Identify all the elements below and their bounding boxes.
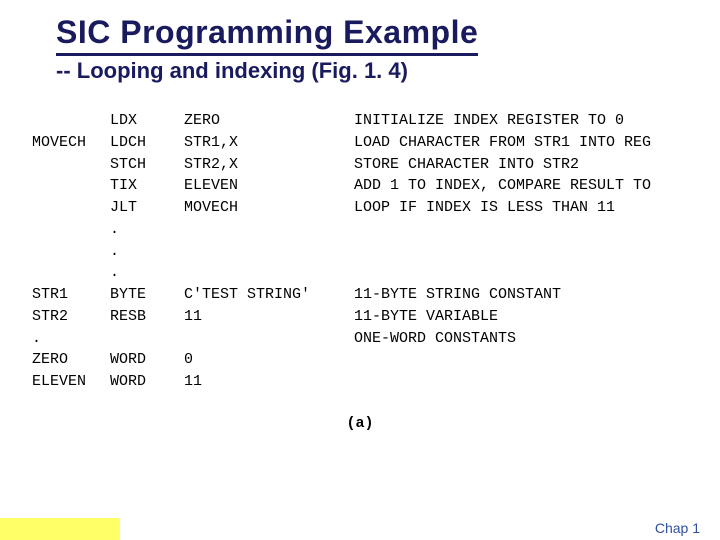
code-operand: MOVECH [184,197,354,219]
chapter-label: Chap 1 [655,520,700,536]
code-comment [354,219,720,241]
code-row: STCH STR2,X STORE CHARACTER INTO STR2 [32,154,720,176]
code-label [32,175,110,197]
code-row: . [32,219,720,241]
code-operand: C'TEST STRING' [184,284,354,306]
code-row: STR1 BYTE C'TEST STRING' 11-BYTE STRING … [32,284,720,306]
code-row: STR2 RESB 11 11-BYTE VARIABLE [32,306,720,328]
code-row: JLT MOVECH LOOP IF INDEX IS LESS THAN 11 [32,197,720,219]
code-row: LDX ZERO INITIALIZE INDEX REGISTER TO 0 [32,110,720,132]
code-opcode: WORD [110,371,184,393]
code-comment: ONE-WORD CONSTANTS [354,328,720,350]
code-operand [184,241,354,263]
code-operand [184,262,354,284]
figure-label: (a) [0,415,720,432]
code-row: ELEVEN WORD 11 [32,371,720,393]
code-comment: LOAD CHARACTER FROM STR1 INTO REG [354,132,720,154]
code-row: TIX ELEVEN ADD 1 TO INDEX, COMPARE RESUL… [32,175,720,197]
title-block: SIC Programming Example -- Looping and i… [0,0,720,84]
code-operand: ZERO [184,110,354,132]
page-subtitle: -- Looping and indexing (Fig. 1. 4) [56,58,720,84]
code-comment [354,241,720,263]
code-label [32,219,110,241]
code-comment: LOOP IF INDEX IS LESS THAN 11 [354,197,720,219]
code-comment: ADD 1 TO INDEX, COMPARE RESULT TO [354,175,720,197]
code-label [32,241,110,263]
code-opcode: BYTE [110,284,184,306]
footer-highlight [0,518,120,540]
code-operand: STR1,X [184,132,354,154]
code-operand [184,219,354,241]
code-listing: LDX ZERO INITIALIZE INDEX REGISTER TO 0 … [32,110,720,393]
code-opcode: . [110,219,184,241]
code-comment: 11-BYTE VARIABLE [354,306,720,328]
code-opcode: LDCH [110,132,184,154]
code-label: ZERO [32,349,110,371]
code-label: STR1 [32,284,110,306]
code-operand: STR2,X [184,154,354,176]
code-row: . [32,262,720,284]
code-label: ELEVEN [32,371,110,393]
code-opcode: STCH [110,154,184,176]
code-row: ZERO WORD 0 [32,349,720,371]
code-operand: 0 [184,349,354,371]
code-comment: 11-BYTE STRING CONSTANT [354,284,720,306]
code-row: . [32,241,720,263]
code-label: MOVECH [32,132,110,154]
code-label: . [32,328,110,350]
code-operand: 11 [184,371,354,393]
code-comment: INITIALIZE INDEX REGISTER TO 0 [354,110,720,132]
code-opcode: WORD [110,349,184,371]
code-label [32,262,110,284]
code-operand: ELEVEN [184,175,354,197]
code-opcode: . [110,262,184,284]
code-label [32,197,110,219]
code-comment: STORE CHARACTER INTO STR2 [354,154,720,176]
code-opcode: . [110,241,184,263]
code-opcode: LDX [110,110,184,132]
code-label [32,110,110,132]
code-opcode: TIX [110,175,184,197]
code-opcode [110,328,184,350]
code-comment [354,371,720,393]
code-label [32,154,110,176]
code-row: MOVECH LDCH STR1,X LOAD CHARACTER FROM S… [32,132,720,154]
page-title: SIC Programming Example [56,14,478,56]
code-comment [354,349,720,371]
code-operand: 11 [184,306,354,328]
code-opcode: JLT [110,197,184,219]
code-row: . ONE-WORD CONSTANTS [32,328,720,350]
code-operand [184,328,354,350]
code-comment [354,262,720,284]
code-label: STR2 [32,306,110,328]
code-opcode: RESB [110,306,184,328]
